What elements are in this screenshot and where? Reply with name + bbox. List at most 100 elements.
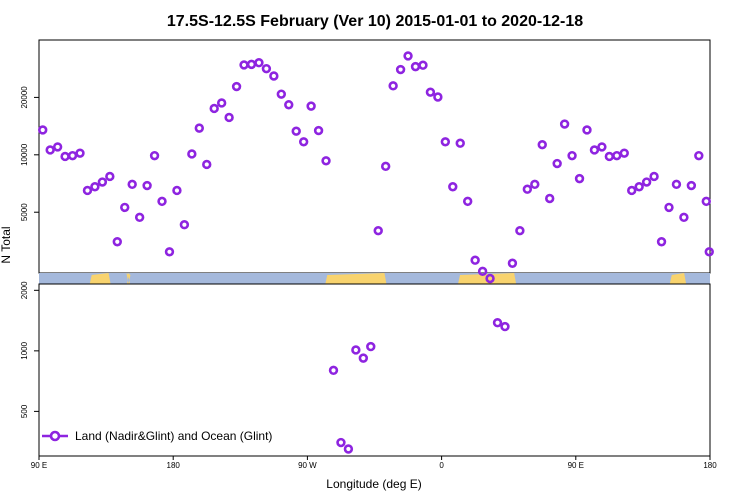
data-point — [455, 138, 465, 148]
data-point — [157, 196, 167, 207]
data-point — [298, 137, 309, 147]
x-axis-ticks: 90 E 180 90 W 0 90 E 180 — [31, 456, 717, 470]
data-point — [373, 225, 383, 236]
data-point — [634, 182, 644, 192]
data-point — [343, 444, 354, 454]
data-point — [105, 171, 115, 182]
legend-marker — [49, 430, 61, 442]
data-point — [701, 196, 711, 207]
lower-plot-frame — [38, 283, 711, 457]
data-point — [216, 98, 227, 108]
data-point — [380, 161, 391, 172]
x-tick-label: 0 — [439, 461, 444, 470]
data-point — [52, 142, 63, 152]
data-point — [500, 321, 510, 332]
data-point — [440, 137, 451, 147]
data-point — [694, 150, 704, 161]
data-point — [142, 180, 152, 191]
data-point — [671, 179, 682, 190]
data-point — [313, 125, 324, 136]
data-point — [336, 437, 346, 448]
data-point — [522, 184, 533, 194]
data-point — [45, 145, 55, 155]
data-point — [485, 273, 495, 284]
data-point — [187, 149, 197, 159]
data-point — [97, 177, 108, 187]
data-point — [418, 60, 428, 70]
data-point — [462, 196, 473, 207]
data-point — [239, 60, 249, 70]
data-point — [179, 220, 190, 230]
y-tick-label: 500 — [20, 404, 29, 418]
data-point — [537, 139, 547, 150]
x-tick-label: 180 — [703, 461, 717, 470]
data-point — [559, 119, 570, 129]
data-point — [686, 180, 697, 191]
legend: Land (Nadir&Glint) and Ocean (Glint) — [42, 429, 272, 443]
data-point — [433, 92, 443, 102]
data-point — [492, 318, 503, 328]
data-point — [388, 81, 398, 91]
data-point — [60, 151, 70, 162]
data-point — [120, 202, 130, 213]
data-point — [704, 247, 714, 257]
data-point — [656, 237, 667, 247]
x-tick-label: 90 E — [31, 461, 47, 470]
x-axis-label: Longitude (deg E) — [326, 477, 421, 491]
data-point — [202, 159, 212, 170]
data-point — [209, 103, 219, 114]
x-tick-label: 90 E — [568, 461, 584, 470]
land-segment — [89, 273, 111, 284]
y-tick-label: 20000 — [20, 86, 29, 109]
data-point — [276, 89, 287, 99]
data-point — [589, 145, 600, 155]
data-point — [641, 177, 652, 187]
data-point — [403, 51, 413, 61]
data-point — [545, 193, 555, 204]
data-point — [470, 255, 480, 265]
data-point — [284, 100, 294, 110]
data-point — [477, 266, 488, 276]
data-point — [448, 182, 458, 192]
data-point — [231, 81, 242, 92]
data-point — [172, 185, 182, 196]
data-point — [597, 142, 607, 152]
data-point — [425, 87, 436, 97]
data-point — [574, 173, 585, 184]
lower-panel — [38, 283, 711, 457]
data-point — [224, 112, 234, 123]
data-points — [38, 51, 714, 454]
data-point — [134, 212, 145, 223]
data-point — [261, 63, 272, 74]
data-point — [395, 64, 406, 75]
y-tick-label: 5000 — [20, 203, 29, 221]
legend-label: Land (Nadir&Glint) and Ocean (Glint) — [75, 429, 272, 443]
land-segment — [126, 273, 129, 284]
data-point — [164, 247, 175, 257]
land-segment — [325, 273, 387, 284]
data-point — [246, 59, 257, 70]
data-point — [149, 150, 160, 161]
data-point — [567, 150, 577, 161]
y-tick-label: 1000 — [20, 341, 29, 359]
data-point — [552, 158, 562, 169]
data-point — [291, 126, 301, 136]
upper-panel — [38, 39, 711, 274]
x-tick-label: 90 W — [298, 461, 317, 470]
data-point — [612, 150, 622, 161]
data-point — [269, 71, 279, 81]
data-point — [194, 123, 204, 133]
data-point — [582, 125, 592, 135]
data-point — [306, 101, 316, 111]
y-tick-label: 10000 — [20, 143, 29, 166]
data-point — [90, 182, 100, 192]
data-point — [627, 185, 637, 196]
y-axis-ticks: 5000 10000 20000 500 1000 2000 — [20, 86, 39, 418]
upper-plot-frame — [38, 39, 711, 274]
data-point — [38, 125, 48, 135]
y-axis-label: N Total — [0, 226, 13, 263]
data-point — [254, 58, 264, 68]
data-point — [664, 202, 674, 213]
data-point — [530, 179, 540, 190]
data-point — [619, 148, 629, 158]
